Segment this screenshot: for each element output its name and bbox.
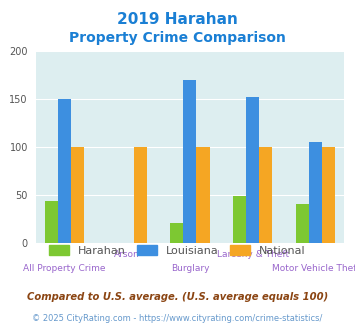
Text: Motor Vehicle Theft: Motor Vehicle Theft — [272, 264, 355, 273]
Bar — [133, 147, 147, 243]
Text: © 2025 CityRating.com - https://www.cityrating.com/crime-statistics/: © 2025 CityRating.com - https://www.city… — [32, 314, 323, 323]
Bar — [45, 201, 58, 243]
Bar — [58, 99, 71, 243]
Bar — [296, 204, 309, 243]
Bar — [259, 147, 272, 243]
Bar — [233, 196, 246, 243]
Bar — [184, 80, 196, 243]
Text: Compared to U.S. average. (U.S. average equals 100): Compared to U.S. average. (U.S. average … — [27, 292, 328, 302]
Bar — [322, 147, 335, 243]
Legend: Harahan, Louisiana, National: Harahan, Louisiana, National — [45, 241, 310, 260]
Bar — [170, 223, 184, 243]
Bar — [196, 147, 209, 243]
Text: Burglary: Burglary — [171, 264, 209, 273]
Text: Larceny & Theft: Larceny & Theft — [217, 250, 289, 259]
Bar — [246, 97, 259, 243]
Bar — [71, 147, 84, 243]
Text: 2019 Harahan: 2019 Harahan — [117, 12, 238, 26]
Text: Arson: Arson — [114, 250, 140, 259]
Text: All Property Crime: All Property Crime — [23, 264, 105, 273]
Bar — [309, 142, 322, 243]
Text: Property Crime Comparison: Property Crime Comparison — [69, 31, 286, 45]
